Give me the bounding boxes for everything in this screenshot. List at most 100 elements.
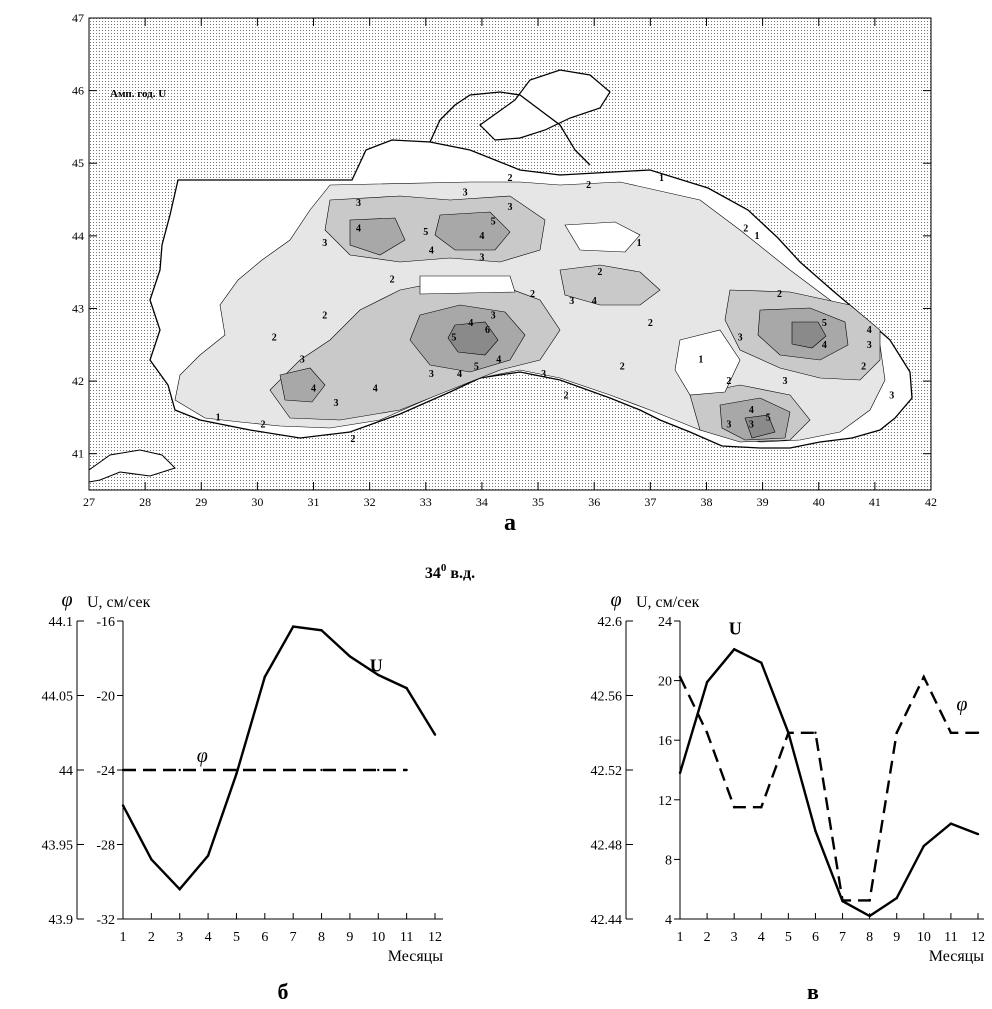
contour-label: 5 — [423, 227, 428, 238]
contour-label: 1 — [659, 173, 664, 184]
series-label-u: U — [729, 618, 742, 638]
panel-label-a: а — [504, 510, 516, 536]
contour-label: 3 — [569, 296, 574, 307]
u-axis-title: U, см/сек — [87, 594, 151, 611]
phi-axis-title: φ — [61, 589, 72, 611]
contour-label: 3 — [541, 369, 546, 380]
map-y-tick-label: 42 — [72, 374, 84, 388]
series-point — [150, 858, 153, 861]
contour-label: 3 — [889, 391, 894, 402]
map-y-tick-label: 43 — [72, 301, 84, 315]
x-tick-label: 2 — [704, 930, 711, 945]
series-point — [348, 768, 352, 772]
x-tick-label: 2 — [148, 930, 155, 945]
contour-label: 4 — [749, 405, 754, 416]
low-zone-2 — [674, 329, 741, 396]
series-point — [922, 844, 926, 848]
left-tick-label: 44.1 — [49, 615, 74, 630]
contour-label: 4 — [479, 231, 484, 242]
contour-label: 2 — [648, 318, 653, 329]
left-tick-label: 43.9 — [49, 913, 74, 928]
contour-label: 3 — [322, 238, 327, 249]
u-axis-title: U, см/сек — [636, 594, 700, 611]
section-title-suffix: в.д. — [446, 565, 475, 582]
contour-label: 6 — [485, 325, 490, 336]
series-point — [320, 768, 323, 772]
series-label-phi: φ — [956, 693, 967, 715]
contour-label: 4 — [356, 224, 361, 235]
contour-label: 1 — [754, 231, 759, 242]
series-point — [121, 804, 125, 807]
contour-label: 2 — [350, 434, 355, 445]
map-x-tick-label: 32 — [364, 495, 376, 509]
contour-label: 2 — [508, 173, 513, 184]
crimea-coast — [429, 91, 591, 166]
x-tick-label: 10 — [917, 930, 931, 945]
field-level-2e — [559, 264, 661, 306]
x-tick-label: 1 — [120, 930, 127, 945]
series-point — [949, 731, 953, 734]
series-point — [787, 731, 790, 734]
contour-label: 4 — [867, 325, 872, 336]
series-point — [732, 806, 736, 809]
u-tick-label: -20 — [96, 690, 115, 705]
series-point — [895, 731, 898, 734]
contour-label: 3 — [726, 420, 731, 431]
contour-label: 3 — [491, 311, 496, 322]
section-title: 340 в.д. — [425, 562, 475, 582]
series-point — [291, 625, 295, 628]
series-point — [206, 854, 210, 857]
map-x-tick-label: 34 — [476, 495, 488, 509]
contour-label: 3 — [479, 253, 484, 264]
section-title-value: 34 — [425, 565, 441, 582]
x-tick-label: 4 — [205, 930, 212, 945]
contour-label: 3 — [429, 369, 434, 380]
series-point — [841, 899, 844, 902]
u-tick-label: -16 — [96, 615, 115, 630]
map-y-tick-label: 44 — [72, 229, 84, 243]
contour-label: 1 — [698, 354, 703, 365]
contour-label: 4 — [592, 296, 597, 307]
series-point — [121, 768, 125, 772]
map-x-tick-label: 41 — [869, 495, 881, 509]
u-tick-label: 24 — [658, 615, 672, 630]
series-point — [348, 655, 352, 658]
series-point — [976, 832, 980, 836]
u-tick-label: 16 — [658, 734, 672, 749]
map-x-tick-label: 31 — [308, 495, 320, 509]
x-tick-label: 1 — [677, 930, 684, 945]
contour-label: 2 — [586, 180, 591, 191]
series-point — [760, 661, 763, 664]
series-point — [949, 822, 953, 825]
x-tick-label: 12 — [971, 930, 985, 945]
x-tick-label: 4 — [758, 930, 765, 945]
contour-label: 3 — [783, 376, 788, 387]
series-point — [814, 829, 817, 833]
u-tick-label: 20 — [658, 675, 672, 690]
map-x-tick-label: 38 — [700, 495, 712, 509]
left-tick-label: 42.52 — [591, 764, 623, 779]
field-peak-c — [744, 414, 776, 439]
series-point — [868, 899, 871, 902]
series-line-phi — [678, 674, 978, 902]
x-tick-label: 9 — [893, 930, 900, 945]
map-x-tick-label: 40 — [813, 495, 825, 509]
low-zone-3 — [419, 275, 516, 295]
left-tick-label: 42.6 — [598, 615, 623, 630]
contour-label: 3 — [356, 198, 361, 209]
contour-label: 3 — [333, 398, 338, 409]
series-point — [377, 673, 380, 677]
contour-label: 1 — [637, 238, 642, 249]
x-tick-label: 7 — [290, 930, 297, 945]
series-point — [178, 768, 181, 772]
series-point — [678, 771, 682, 775]
phi-axis-title: φ — [610, 589, 621, 611]
left-tick-label: 43.95 — [42, 839, 74, 854]
series-point — [206, 768, 210, 772]
series-line-u — [121, 625, 437, 891]
map-x-tick-label: 37 — [644, 495, 656, 509]
series-point — [320, 629, 323, 632]
contour-label: 5 — [491, 216, 496, 227]
